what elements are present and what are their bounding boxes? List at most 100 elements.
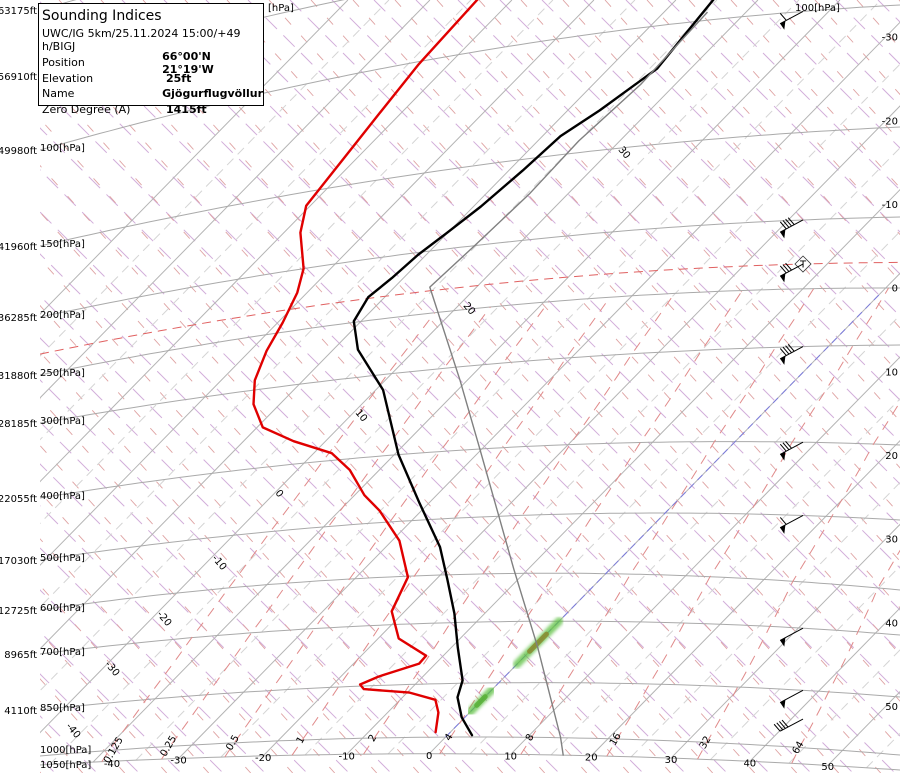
barb-feather <box>785 262 792 271</box>
moist-adiabat-line <box>40 304 462 773</box>
isobar-line <box>40 441 900 499</box>
mixing-ratio-line <box>520 288 815 755</box>
moist-adiabat-line <box>40 258 504 773</box>
isotherm-right-label: -20 <box>882 116 898 127</box>
dry-adiabat-line <box>121 0 896 773</box>
barb-feather <box>779 443 787 452</box>
dry-adiabat-line <box>79 0 854 773</box>
dry-adiabat-line <box>163 0 900 737</box>
isotherm-label: -30 <box>170 755 186 766</box>
pressure-label: 500[hPa] <box>40 553 85 564</box>
isotherm-line <box>40 0 595 566</box>
isotherm-line <box>40 0 759 734</box>
isotherm-label: 50 <box>821 762 834 773</box>
isotherm-label: 40 <box>743 758 756 769</box>
mixing-ratio-label: 1 <box>295 735 308 746</box>
isotherm-dashed-line <box>40 0 554 525</box>
isotherm-dashed-line <box>49 0 800 765</box>
dry-adiabat-line <box>289 0 900 611</box>
isotherm-line <box>827 691 900 766</box>
height-label: 4110ft <box>4 706 37 717</box>
barb-feather <box>773 723 781 732</box>
isotherm-right-label: 40 <box>885 618 898 629</box>
row-name: Name Gjögurflugvöllur <box>42 86 263 102</box>
isobar-line <box>40 287 900 376</box>
dry-adiabat-line <box>40 547 266 773</box>
height-label: 63175ft <box>0 6 37 17</box>
dry-adiabat-line <box>331 0 900 569</box>
dry-adiabat-line <box>499 0 900 401</box>
barb-feather <box>785 345 792 353</box>
isotherm-label: 20 <box>585 753 598 764</box>
adiabat-label: -40 <box>63 721 82 741</box>
isotherm-dashed-line <box>40 0 718 692</box>
wind-barb <box>779 441 804 461</box>
pressure-label: 150[hPa] <box>40 239 85 250</box>
dry-adiabat-line <box>541 0 900 359</box>
dry-adiabat-line <box>40 85 728 773</box>
dry-adiabat-line <box>40 379 434 773</box>
barb-feather <box>779 348 787 356</box>
isotherm-right-label: 0 <box>892 284 898 295</box>
dry-adiabat-line <box>583 0 900 317</box>
isotherm-right-label: -30 <box>882 33 898 44</box>
height-label: 17030ft <box>0 556 37 567</box>
isotherm-right-label: 50 <box>885 702 898 713</box>
pressure-label: 600[hPa] <box>40 603 85 614</box>
tropopause-marker-label: T <box>799 260 807 271</box>
wind-barb <box>779 10 804 30</box>
isotherm-dashed-line <box>469 314 900 755</box>
moist-adiabat-line <box>436 0 900 516</box>
sounding-curves <box>252 0 883 756</box>
wind-barb <box>779 515 804 534</box>
moist-adiabat-line <box>226 0 900 749</box>
barb-staff <box>779 689 804 703</box>
elevation-label: Elevation <box>42 71 94 85</box>
dry-adiabat-line <box>40 169 644 773</box>
mixing-ratio-line <box>291 296 611 756</box>
pressure-label: 300[hPa] <box>40 416 85 427</box>
moist-adiabat-line <box>184 0 882 773</box>
position-label: Position <box>42 56 85 70</box>
barb-feather <box>779 221 787 230</box>
barb-feather <box>779 517 787 525</box>
isobar-line <box>40 620 900 655</box>
pressure-label: 700[hPa] <box>40 647 85 658</box>
pressure-label: 200[hPa] <box>40 310 85 321</box>
isotherm-line <box>40 0 431 399</box>
dry-adiabat-line <box>40 337 476 773</box>
pressure-label-right: 100[hPa] <box>795 3 840 14</box>
barb-flag <box>780 229 786 239</box>
barb-flag <box>780 273 786 283</box>
moist-adiabat-line <box>40 444 336 773</box>
row-elevation: Elevation 25ft <box>42 71 263 87</box>
pressure-label: 100[hPa] <box>40 143 85 154</box>
isotherm-dashed-line <box>387 230 900 755</box>
moist-adiabat-line <box>604 0 900 329</box>
barb-flag <box>780 451 786 461</box>
height-label: 56910ft <box>0 72 37 83</box>
isotherm-dashed-line <box>788 649 900 764</box>
standard-atmosphere-curve <box>429 11 708 756</box>
dry-adiabat-line <box>415 0 900 485</box>
dry-adiabat-line <box>751 0 900 149</box>
barb-feather <box>779 721 786 729</box>
height-label: 49980ft <box>0 146 37 157</box>
isotherm-dashed-line <box>304 147 900 756</box>
mixing-ratio-label: 64 <box>791 740 807 757</box>
wind-barb <box>773 718 804 732</box>
adiabat-label: -20 <box>154 609 173 629</box>
isotherm-label: -40 <box>104 759 120 770</box>
adiabat-label: 0 <box>273 488 286 500</box>
isobar-line <box>40 126 900 247</box>
height-label: 12725ft <box>0 606 37 617</box>
adiabat-label: -30 <box>102 659 121 679</box>
zero-degree-value: 1415ft <box>166 102 207 116</box>
isotherm-line <box>178 21 900 759</box>
moist-adiabat-line <box>562 0 900 376</box>
isotherm-dashed-line <box>710 565 900 760</box>
isobar-line <box>40 4 900 151</box>
moist-adiabat-line <box>40 491 294 773</box>
